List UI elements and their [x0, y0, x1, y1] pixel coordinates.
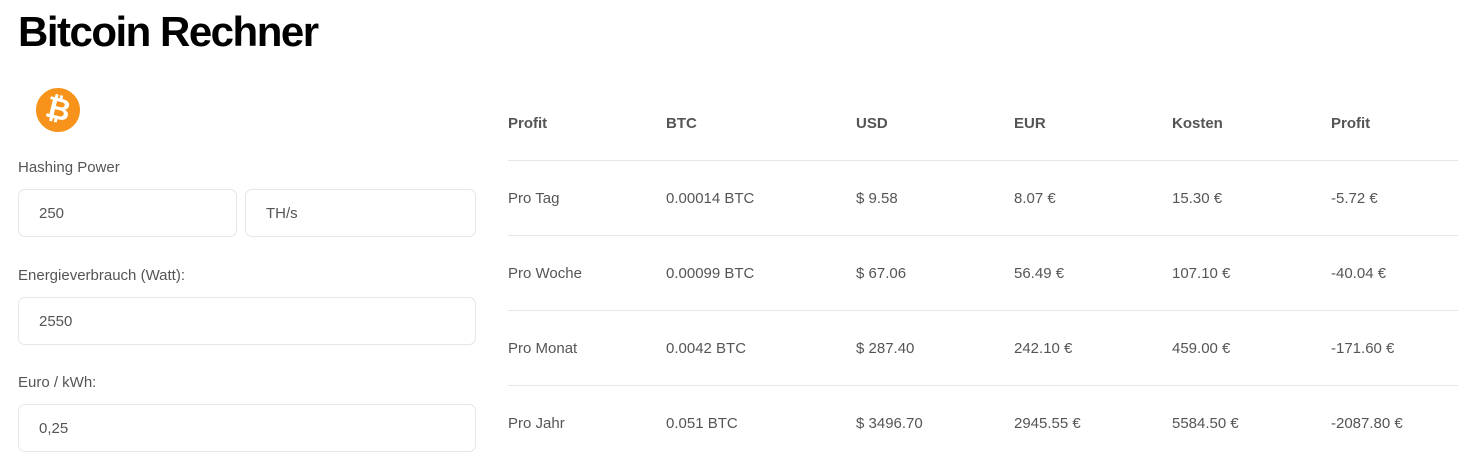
cell-period: Pro Monat	[508, 310, 666, 386]
table-row: Pro Jahr 0.051 BTC $ 3496.70 2945.55 € 5584.…	[508, 386, 1458, 461]
cell-usd: $ 287.40	[856, 310, 1014, 386]
cell-profit: -171.60 €	[1331, 310, 1458, 386]
cell-usd: $ 3496.70	[856, 414, 923, 432]
hashing-power-label: Hashing Power	[18, 159, 120, 176]
cell-btc: 0.051 BTC	[666, 414, 738, 432]
price-input[interactable]	[18, 404, 476, 452]
header-profit-net: Profit	[1331, 86, 1458, 161]
price-label: Euro / kWh:	[18, 374, 97, 391]
cell-kosten: 5584.50 €	[1172, 414, 1239, 432]
cell-eur: 56.49 €	[1014, 235, 1172, 311]
cell-kosten: 15.30 €	[1172, 160, 1331, 236]
header-profit: Profit	[508, 86, 666, 161]
cell-period: Pro Jahr	[508, 414, 565, 432]
cell-btc: 0.0042 BTC	[666, 310, 856, 386]
page-title: Bitcoin Rechner	[18, 8, 319, 55]
energy-input[interactable]	[18, 297, 476, 345]
cell-usd: $ 67.06	[856, 235, 1014, 311]
cell-eur: 8.07 €	[1014, 160, 1172, 236]
cell-usd: $ 9.58	[856, 160, 1014, 236]
cell-profit: -40.04 €	[1331, 235, 1458, 311]
hashing-power-input[interactable]	[18, 189, 237, 237]
header-btc: BTC	[666, 86, 856, 161]
table-row: Pro Woche 0.00099 BTC $ 67.06 56.49 €107.10…	[508, 235, 1458, 311]
profit-table: Profit BTC USD EUR Kosten Profit Pro Tag…	[508, 86, 1458, 460]
cell-kosten: 107.10 €	[1172, 235, 1331, 311]
cell-kosten: 459.00 €	[1172, 310, 1331, 386]
cell-period: Pro Tag	[508, 160, 666, 236]
hashing-unit-select[interactable]	[245, 189, 476, 237]
energy-label: Energieverbrauch (Watt):	[18, 267, 186, 284]
cell-eur: 2945.55 €	[1014, 414, 1081, 432]
cell-profit: -5.72 €	[1331, 160, 1458, 236]
header-kosten: Kosten	[1172, 86, 1331, 161]
cell-period: Pro Woche	[508, 235, 666, 311]
table-row: Pro Tag 0.00014 BTC $ 9.58 8.07 €15.30 € -5.…	[508, 160, 1458, 236]
table-header-row: Profit BTC USD EUR Kosten Profit	[508, 86, 1458, 161]
bitcoin-icon: ₿	[31, 83, 85, 137]
cell-btc: 0.00014 BTC	[666, 160, 856, 236]
cell-profit: -2087.80 €	[1331, 414, 1403, 432]
cell-btc: 0.00099 BTC	[666, 235, 856, 311]
table-row: Pro Monat 0.0042 BTC $ 287.40 242.10 €459.0…	[508, 310, 1458, 386]
cell-eur: 242.10 €	[1014, 310, 1172, 386]
header-eur: EUR	[1014, 86, 1172, 161]
header-usd: USD	[856, 86, 1014, 161]
